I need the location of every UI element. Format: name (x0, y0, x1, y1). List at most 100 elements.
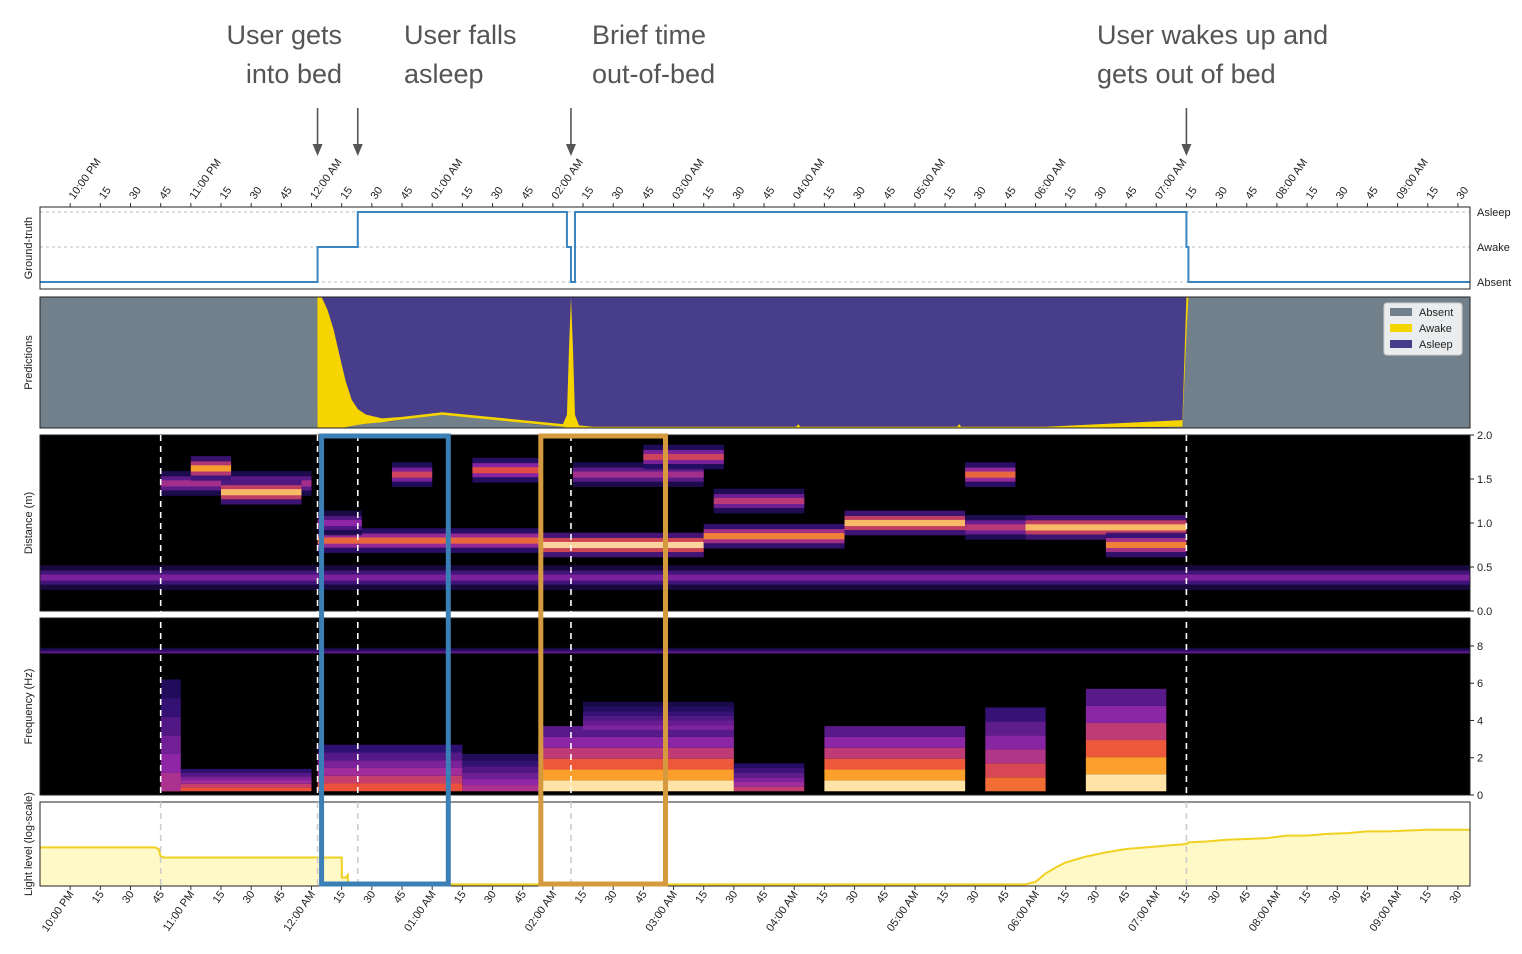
frequency-band (583, 706, 734, 712)
bottom-tick-label: 15 (331, 889, 348, 906)
highlight-box (538, 433, 668, 887)
distance-ytick-label: 2.0 (1477, 430, 1492, 442)
frequency-band (160, 768, 312, 773)
top-tick-label: 15 (1424, 185, 1441, 202)
frequency-band (1085, 705, 1167, 723)
frequency-band (40, 650, 1470, 652)
frequency-band (583, 725, 734, 730)
annotation-line: User falls (404, 20, 517, 50)
top-tick-label: 45 (761, 185, 778, 202)
frequency-band (1085, 688, 1167, 706)
frequency-band (317, 783, 463, 792)
top-tick-label: 15 (1304, 185, 1321, 202)
frequency-band (824, 747, 966, 759)
top-tick-label: 30 (972, 185, 989, 202)
bottom-tick-label: 30 (723, 889, 740, 906)
absent-area (40, 297, 1470, 428)
legend-label-asleep: Asleep (1419, 339, 1453, 351)
distance-bands (40, 444, 1470, 590)
frequency-band (317, 767, 463, 776)
distance-band (965, 471, 1016, 478)
awake-area (40, 297, 1470, 428)
frequency-band (462, 785, 543, 792)
bottom-tick-label: 45 (995, 889, 1012, 906)
top-tick-label: 30 (851, 185, 868, 202)
top-tick-label: 45 (399, 185, 416, 202)
top-tick-label: 15 (942, 185, 959, 202)
annotation-line: User wakes up and (1097, 20, 1329, 50)
distance-band (965, 524, 1026, 531)
frequency-band (317, 775, 463, 784)
bottom-tick-label: 30 (482, 889, 499, 906)
legend-label-absent: Absent (1419, 307, 1453, 319)
frequency-band (317, 752, 463, 761)
annotation-brief-out-of-bed: Brief time out-of-bed (592, 16, 715, 94)
annotation-arrowhead (352, 144, 363, 156)
frequency-band (985, 735, 1046, 750)
annotation-arrowhead (1181, 144, 1192, 156)
ytick-label-awake: Awake (1477, 242, 1510, 254)
frequency-band (1085, 757, 1167, 775)
frequency-band (824, 780, 966, 792)
frequency-band (824, 769, 966, 781)
top-tick-label: 30 (1213, 185, 1230, 202)
top-tick-label: 15 (338, 185, 355, 202)
top-tick-label: 15 (1183, 185, 1200, 202)
frequency-band (583, 711, 734, 716)
frequency-band (317, 760, 463, 768)
frequency-band (160, 780, 312, 784)
frequency-band (160, 698, 181, 717)
bottom-tick-label: 45 (150, 889, 167, 906)
top-tick-label: 30 (1334, 185, 1351, 202)
frequency-band (985, 707, 1046, 722)
distance-band (40, 574, 1470, 581)
distance-axis-label: Distance (m) (23, 492, 35, 554)
annotation-line: out-of-bed (592, 59, 716, 89)
bottom-tick-label: 15 (814, 889, 831, 906)
frequency-band (160, 754, 181, 773)
bottom-tick-label: 10:00 PM (40, 889, 77, 934)
top-tick-label: 30 (1455, 185, 1472, 202)
frequency-band (985, 749, 1046, 764)
bottom-tick-label: 45 (1116, 889, 1133, 906)
bottom-tick-label: 45 (512, 889, 529, 906)
bottom-tick-label: 15 (1417, 889, 1434, 906)
frequency-ytick-label: 4 (1477, 715, 1483, 727)
distance-band (317, 519, 362, 527)
legend-label-awake: Awake (1419, 323, 1452, 335)
distance-band (572, 471, 704, 478)
bottom-tick-label: 45 (874, 889, 891, 906)
frequency-band (733, 781, 805, 787)
ytick-label-absent: Absent (1477, 277, 1511, 289)
frequency-band (462, 772, 543, 779)
frequency-band (824, 736, 966, 748)
distance-band (1105, 541, 1187, 549)
frequency-band (583, 720, 734, 726)
light-level-area (40, 829, 1470, 886)
bottom-tick-label: 15 (935, 889, 952, 906)
frequency-band (824, 726, 966, 737)
bottom-tick-label: 30 (603, 889, 620, 906)
top-tick-label: 30 (368, 185, 385, 202)
top-tick-label: 15 (700, 185, 717, 202)
ground-truth-panel (39, 206, 1471, 290)
frequency-band (542, 726, 734, 737)
bottom-tick-label: 15 (90, 889, 107, 906)
top-tick-label: 15 (1062, 185, 1079, 202)
top-tick-label: 30 (610, 185, 627, 202)
frequency-band (985, 777, 1046, 792)
frequency-band (583, 715, 734, 721)
frequency-band (160, 787, 312, 792)
bottom-tick-label: 30 (1448, 889, 1465, 906)
distance-ytick-label: 0.0 (1477, 606, 1492, 618)
frequency-band (733, 777, 805, 782)
frequency-ytick-label: 8 (1477, 641, 1483, 653)
annotation-line: into bed (245, 59, 342, 89)
frequency-band (542, 747, 734, 759)
frequency-band (985, 763, 1046, 778)
bottom-tick-label: 30 (965, 889, 982, 906)
frequency-band (160, 776, 312, 781)
frequency-band (317, 744, 463, 753)
frequency-band (160, 679, 181, 699)
